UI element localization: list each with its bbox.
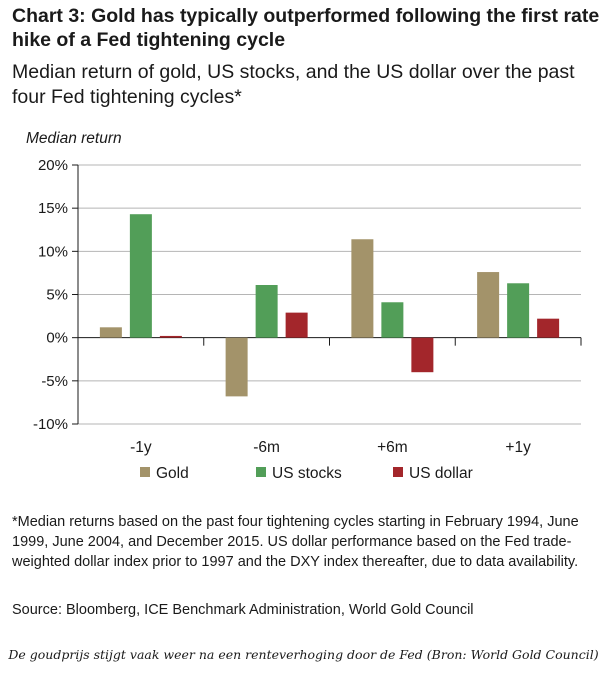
y-tick-label: 20%	[38, 157, 68, 174]
legend: Gold US stocks US dollar	[140, 465, 473, 482]
chart-title: Chart 3: Gold has typically outperformed…	[12, 5, 600, 51]
x-tick-label: +6m	[377, 439, 408, 456]
bar-us-dollar-+6m	[411, 337, 434, 373]
legend-label: US dollar	[409, 465, 473, 482]
legend-label: Gold	[156, 465, 189, 482]
chart-subtitle: Median return of gold, US stocks, and th…	[12, 61, 575, 108]
bar-gold-+1y	[477, 272, 500, 338]
y-tick-label: 5%	[46, 287, 68, 304]
bar-gold--1y	[99, 327, 122, 338]
bar-us-dollar--6m	[285, 312, 308, 338]
y-tick-label: 10%	[38, 243, 68, 260]
gridlines	[78, 164, 581, 425]
legend-swatch	[140, 467, 150, 477]
y-tick-label: -10%	[33, 416, 68, 433]
legend-swatch	[393, 467, 403, 477]
bar-us-dollar-+1y	[537, 318, 560, 338]
legend-label: US stocks	[272, 465, 342, 482]
source-note: Source: Bloomberg, ICE Benchmark Adminis…	[12, 602, 474, 618]
footnote: *Median returns based on the past four t…	[12, 514, 579, 570]
bar-us-stocks-+6m	[381, 302, 404, 338]
y-tick-label: 0%	[46, 330, 68, 347]
bar-us-stocks--6m	[255, 285, 278, 338]
image-caption: De goudprijs stijgt vaak weer na een ren…	[8, 647, 599, 662]
bar-us-dollar--1y	[159, 335, 182, 338]
bar-us-stocks-+1y	[507, 283, 530, 338]
bar-chart: Median return -10% -5% 0% 5% 10% 15% 20% -1y -6m +…	[26, 130, 582, 482]
bars	[99, 214, 560, 397]
x-tick-label: +1y	[505, 439, 531, 456]
y-axis-title: Median return	[26, 130, 122, 147]
x-tick-label: -1y	[130, 439, 152, 456]
y-tick-label: 15%	[38, 200, 68, 217]
y-tick-label: -5%	[41, 373, 68, 390]
bar-us-stocks--1y	[129, 214, 152, 338]
bar-gold-+6m	[351, 239, 374, 338]
bar-gold--6m	[225, 337, 248, 397]
axis-labels: Median return -10% -5% 0% 5% 10% 15% 20% -1y -6m +…	[26, 130, 531, 456]
legend-swatch	[256, 467, 266, 477]
x-tick-label: -6m	[253, 439, 280, 456]
